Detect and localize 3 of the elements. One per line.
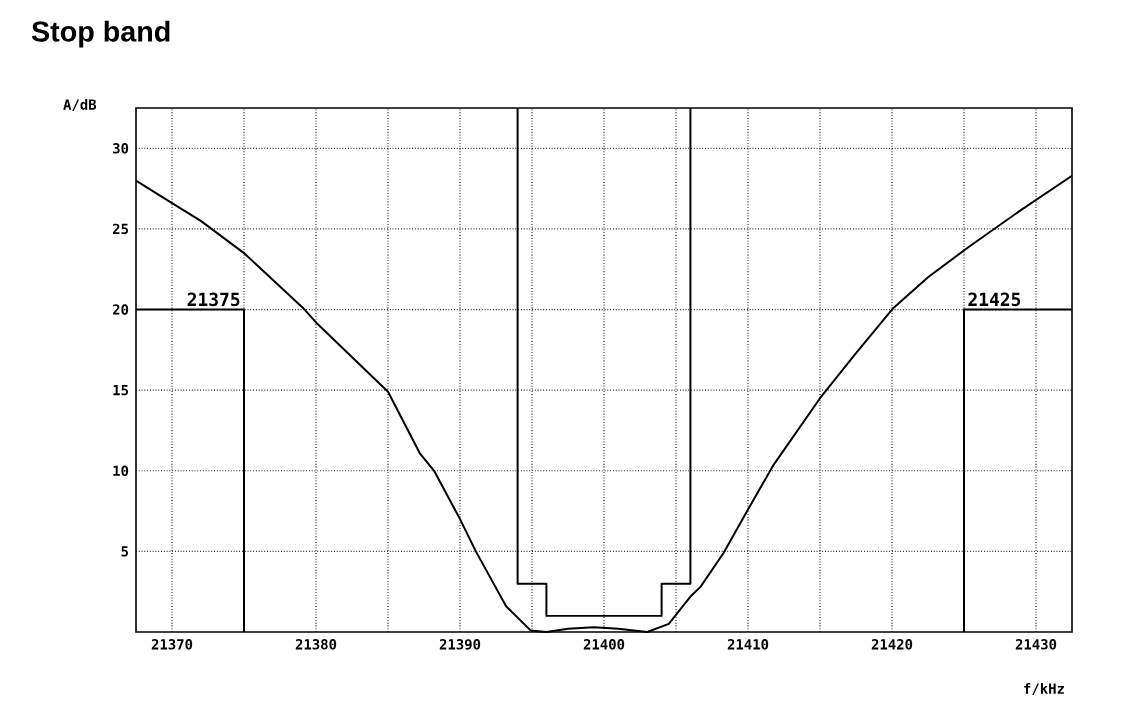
annotation: 21425 — [968, 292, 1021, 307]
annotation: 21375 — [187, 292, 240, 307]
chart-title: Stop band — [31, 20, 170, 48]
